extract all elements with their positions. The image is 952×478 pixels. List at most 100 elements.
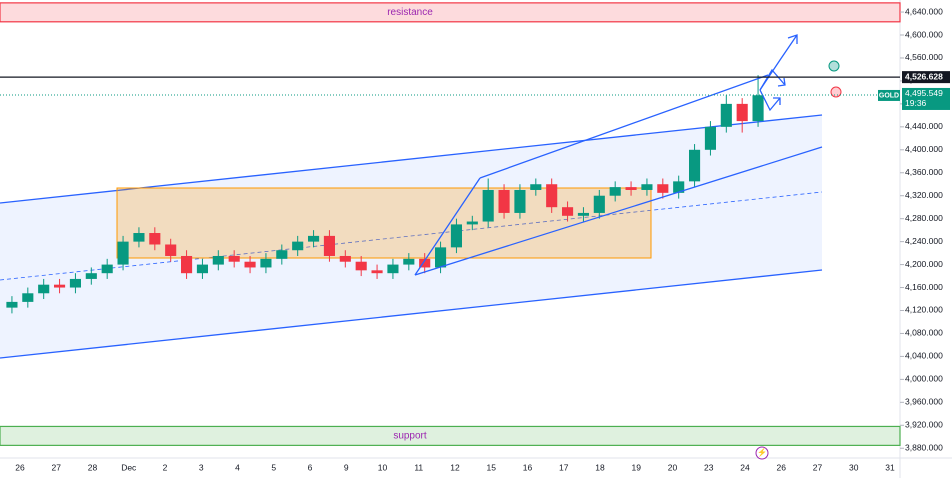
marker-red — [830, 86, 842, 98]
level-label: 4,526.628 — [905, 71, 943, 81]
candle-body — [577, 212, 589, 216]
candle-body — [371, 270, 383, 274]
x-tick-label: 27 — [813, 462, 823, 472]
y-tick-label: 3,960.000 — [905, 397, 943, 407]
candle-body — [704, 126, 716, 150]
trend-lower — [414, 146, 823, 276]
candle-body — [339, 255, 351, 262]
y-tick-label: 4,440.000 — [905, 121, 943, 131]
trend-start — [414, 177, 481, 276]
event-icon-glyph: ⚡ — [757, 447, 767, 457]
candle-body — [657, 184, 669, 193]
demand-box — [116, 187, 652, 259]
candle-body — [562, 207, 574, 216]
candle-body — [593, 195, 605, 213]
y-tick-label: 4,360.000 — [905, 167, 943, 177]
candle-body — [482, 189, 494, 222]
candle-body — [419, 258, 431, 268]
candle-body — [260, 258, 272, 268]
candle-body — [117, 241, 129, 265]
candle-body — [85, 273, 97, 279]
symbol-box — [878, 89, 900, 101]
y-tick-label: 4,040.000 — [905, 351, 943, 361]
candle-body — [609, 187, 621, 196]
trend-upper — [479, 74, 769, 179]
x-tick-label: 10 — [378, 462, 388, 472]
candle-body — [403, 258, 415, 265]
candle-body — [641, 184, 653, 190]
candle-body — [625, 187, 637, 190]
x-tick-label: 9 — [344, 462, 349, 472]
last-price-box — [902, 87, 950, 110]
x-tick-label: 3 — [199, 462, 204, 472]
candle-body — [212, 255, 224, 265]
x-tick-label: 4 — [235, 462, 240, 472]
arrows — [759, 34, 798, 112]
candle-body — [689, 149, 701, 182]
candle-body — [450, 224, 462, 248]
candle-body — [165, 244, 177, 256]
x-tick-label: 27 — [52, 462, 62, 472]
candle-body — [546, 184, 558, 208]
candle-body — [6, 301, 18, 308]
candle-body — [228, 255, 240, 262]
last-price-label: 4,495.549 — [905, 88, 943, 98]
candle-body — [276, 250, 288, 259]
candle-body — [498, 189, 510, 213]
candle-body — [466, 221, 478, 225]
y-tick-label: 4,280.000 — [905, 213, 943, 223]
x-tick-label: 16 — [523, 462, 533, 472]
x-tick-label: 12 — [450, 462, 460, 472]
x-tick-label: 30 — [849, 462, 859, 472]
marker-green — [828, 60, 840, 72]
candles — [6, 75, 764, 314]
x-tick-label: 28 — [88, 462, 98, 472]
y-tick-label: 4,160.000 — [905, 282, 943, 292]
x-tick-label: Dec — [121, 462, 137, 472]
y-tick-label: 4,640.000 — [905, 6, 943, 16]
x-tick-label: 20 — [668, 462, 678, 472]
y-tick-label: 4,080.000 — [905, 328, 943, 338]
zone — [0, 425, 901, 446]
level-label-box — [902, 71, 950, 84]
candle-body — [133, 233, 145, 242]
candle-body — [435, 247, 447, 268]
channel-lower — [0, 269, 823, 359]
symbol-label: GOLD — [879, 92, 899, 99]
candle-body — [720, 103, 732, 127]
candle-body — [22, 293, 34, 302]
candle-body — [54, 284, 66, 288]
x-tick-label: 23 — [704, 462, 714, 472]
zone-label: support — [393, 431, 427, 442]
candle-body — [387, 264, 399, 274]
y-tick-label: 4,560.000 — [905, 52, 943, 62]
channel-mid — [0, 191, 823, 281]
candle-body — [736, 103, 748, 122]
candle-body — [355, 261, 367, 271]
event-icon[interactable] — [755, 446, 769, 460]
candle-body — [38, 284, 50, 294]
x-tick-label: 6 — [308, 462, 313, 472]
y-tick-label: 4,320.000 — [905, 190, 943, 200]
candle-body — [673, 181, 685, 193]
x-tick-label: 31 — [885, 462, 895, 472]
x-tick-label: 17 — [559, 462, 569, 472]
x-tick-label: 5 — [271, 462, 276, 472]
y-tick-label: 4,000.000 — [905, 374, 943, 384]
candle-body — [292, 241, 304, 251]
y-tick-label: 4,400.000 — [905, 144, 943, 154]
x-tick-label: 11 — [414, 462, 423, 472]
countdown-label: 19:36 — [905, 98, 927, 108]
x-tick-label: 26 — [15, 462, 25, 472]
y-tick-label: 4,240.000 — [905, 236, 943, 246]
candle-body — [69, 278, 81, 288]
x-tick-label: 19 — [632, 462, 642, 472]
channel-fill — [0, 115, 822, 358]
candle-body — [530, 184, 542, 190]
candle-body — [752, 95, 764, 122]
candle-body — [149, 233, 161, 245]
candle-body — [196, 264, 208, 274]
candle-body — [323, 235, 335, 256]
zone-label: resistance — [387, 7, 433, 18]
